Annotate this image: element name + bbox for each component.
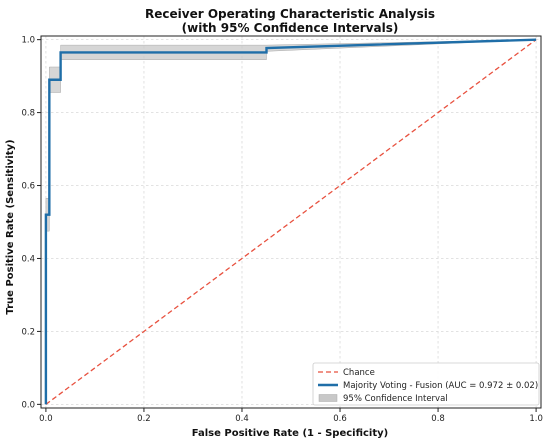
y-tick-label: 0.2 [21, 327, 35, 337]
x-tick-label: 0.0 [39, 414, 53, 424]
legend-label: 95% Confidence Interval [343, 394, 448, 404]
legend-label: Majority Voting - Fusion (AUC = 0.972 ± … [343, 381, 538, 391]
chart-title: Receiver Operating Characteristic Analys… [145, 7, 435, 21]
legend-swatch-band [318, 394, 338, 402]
plot-frame [40, 35, 542, 409]
y-tick-label: 0.4 [21, 254, 35, 264]
tick-layer: 0.0 0.2 0.4 0.6 0.8 1.0 0.0 0.2 0.4 0.6 0.8 1.0 [21, 36, 542, 424]
y-tick-label: 0.6 [21, 182, 35, 192]
x-tick-label: 0.8 [431, 414, 445, 424]
y-tick-label: 0.8 [21, 109, 35, 119]
y-tick-label: 0.0 [21, 400, 35, 410]
x-axis-label: False Positive Rate (1 - Specificity) [192, 428, 388, 439]
legend: Chance Majority Voting - Fusion (AUC = 0.… [312, 362, 540, 406]
series-layer [44, 38, 537, 405]
chance-line [45, 39, 537, 405]
legend-box [312, 362, 540, 406]
chart-subtitle: (with 95% Confidence Intervals) [182, 21, 399, 35]
x-tick-label: 0.2 [137, 414, 151, 424]
x-tick-label: 0.6 [333, 414, 347, 424]
roc-curve [44, 38, 537, 405]
x-tick-label: 0.4 [235, 414, 249, 424]
legend-label: Chance [343, 368, 375, 378]
x-tick-label: 1.0 [529, 414, 543, 424]
y-tick-label: 1.0 [21, 36, 35, 46]
y-axis-label: True Positive Rate (Sensitivity) [5, 139, 16, 314]
